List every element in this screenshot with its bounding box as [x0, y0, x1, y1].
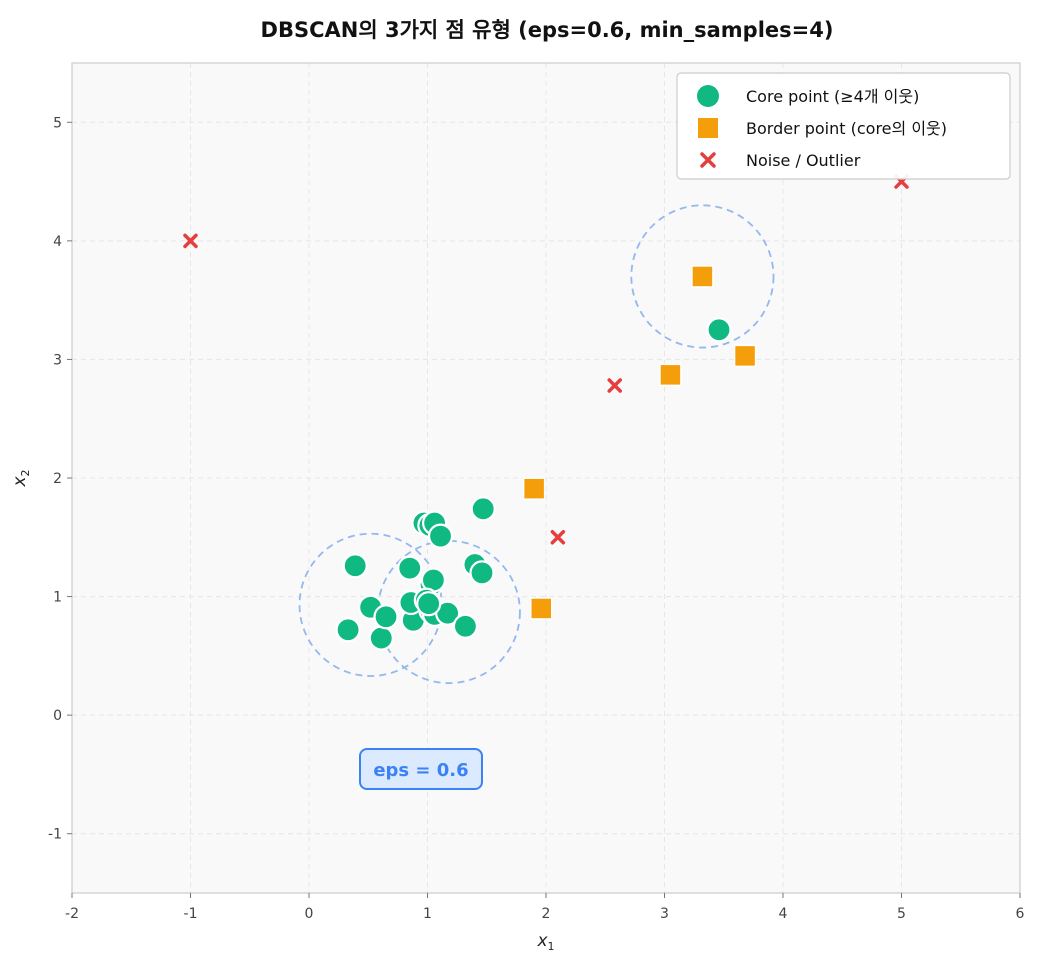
x-tick-label: 5 — [897, 906, 906, 922]
core-point — [368, 625, 394, 651]
core-point — [469, 560, 495, 586]
border-point — [530, 597, 553, 620]
x-tick-label: 0 — [305, 906, 314, 922]
x-tick-label: -1 — [184, 906, 198, 922]
core-point — [397, 555, 423, 581]
x-tick-label: 1 — [423, 906, 432, 922]
legend-noise-marker — [700, 152, 716, 168]
eps-annotation: eps = 0.6 — [359, 748, 483, 790]
eps-circle — [376, 539, 521, 685]
legend-core-label: Core point (≥4개 이웃) — [746, 87, 919, 106]
core-point — [706, 317, 732, 343]
core-point — [427, 523, 454, 549]
chart-title: DBSCAN의 3가지 점 유형 (eps=0.6, min_samples=4… — [261, 18, 834, 42]
legend-item-noise: Noise / Outlier — [700, 151, 861, 170]
legend-border-marker — [698, 118, 718, 138]
core-point — [335, 617, 361, 643]
eps-annotation-label: eps = 0.6 — [373, 760, 468, 781]
legend-core-marker — [697, 85, 719, 107]
x-tick-label: 4 — [779, 906, 788, 922]
noise-point — [607, 378, 622, 393]
legend: Core point (≥4개 이웃) Border point (core의 … — [676, 72, 1011, 180]
y-tick-label: -1 — [48, 827, 62, 843]
y-tick-label: 1 — [53, 590, 62, 606]
legend-item-border: Border point (core의 이웃) — [698, 118, 947, 138]
y-tick-label: 2 — [53, 471, 62, 487]
legend-border-label: Border point (core의 이웃) — [746, 119, 947, 138]
y-tick-label: 5 — [53, 115, 62, 131]
legend-item-core: Core point (≥4개 이웃) — [697, 85, 919, 107]
border-point — [659, 363, 682, 387]
y-tick-label: 3 — [53, 352, 62, 368]
noise-point — [550, 530, 566, 545]
y-tick-label: 4 — [53, 234, 62, 250]
core-point — [373, 604, 399, 630]
y-tick-label: 0 — [53, 708, 62, 724]
eps-circle — [630, 204, 775, 349]
core-point — [342, 553, 368, 579]
core-point — [470, 496, 496, 522]
border-point — [733, 344, 757, 368]
eps-annotation-box — [359, 748, 483, 790]
core-point — [416, 591, 442, 617]
border-point — [691, 265, 714, 288]
legend-noise-label: Noise / Outlier — [746, 151, 861, 170]
legend-box — [676, 72, 1011, 180]
x-tick-label: 2 — [542, 906, 551, 922]
border-point — [522, 477, 546, 500]
x-tick-label: 6 — [1016, 906, 1025, 922]
noise-point — [183, 233, 198, 249]
x-axis-label: x1 — [536, 931, 554, 953]
core-point — [452, 613, 479, 639]
y-axis-label: x2 — [10, 469, 32, 487]
axis-ticks: -2 -1 0 1 2 3 4 5 6 -1 0 1 2 3 4 5 — [48, 115, 1025, 922]
data-points — [183, 174, 909, 651]
x-tick-label: 3 — [660, 906, 669, 922]
x-tick-label: -2 — [65, 906, 79, 922]
